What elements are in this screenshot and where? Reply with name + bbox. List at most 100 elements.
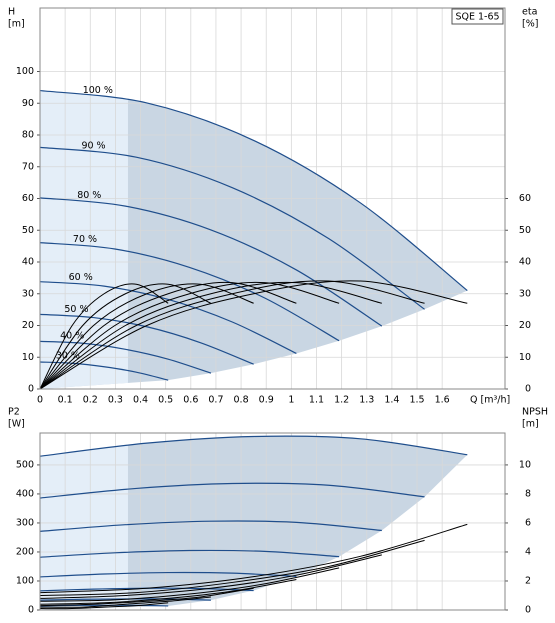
- x-tick-label: 1: [288, 395, 294, 406]
- curve-label: 30 %: [56, 351, 80, 362]
- curve-label: 90 %: [81, 140, 105, 151]
- y-tick-label: 10: [22, 352, 34, 363]
- x-tick-label: 0.5: [158, 395, 173, 406]
- y2-tick-label: 4: [525, 546, 531, 557]
- y2-tick-label: 60: [519, 193, 531, 204]
- curve: [39, 571, 297, 578]
- y-tick-label: 60: [22, 193, 34, 204]
- y-tick-label: 0: [28, 605, 34, 616]
- y-tick-label: 20: [22, 320, 34, 331]
- curve-label: 70 %: [73, 234, 97, 245]
- secondary-curve: [39, 523, 468, 594]
- y2-axis-label: eta: [522, 7, 537, 18]
- y2-tick-label: 0: [525, 384, 531, 395]
- curve: [39, 242, 340, 342]
- y-tick-label: 40: [22, 257, 34, 268]
- secondary-curve: [39, 587, 254, 607]
- y2-tick-label: 40: [519, 257, 531, 268]
- y2-axis-label: [%]: [522, 19, 538, 30]
- x-axis-label: Q [m³/h]: [470, 395, 510, 406]
- y-axis-label: [W]: [8, 419, 25, 430]
- chart-title: SQE 1-65: [455, 12, 499, 23]
- y-tick-label: 400: [16, 488, 34, 499]
- y2-axis-label: [m]: [522, 419, 539, 430]
- y2-tick-label: 0: [525, 605, 531, 616]
- y2-axis-label: NPSH: [522, 407, 548, 418]
- x-tick-label: 0.2: [83, 395, 98, 406]
- curve-label: 60 %: [69, 272, 93, 283]
- curve: [39, 89, 468, 292]
- secondary-curve: [39, 554, 382, 599]
- curve-label: 50 %: [64, 304, 88, 315]
- plot: [39, 8, 505, 390]
- x-tick-label: 0.4: [133, 395, 148, 406]
- y-axis-label: P2: [8, 407, 20, 418]
- operating-region: [40, 90, 468, 390]
- x-tick-label: 0.9: [259, 395, 274, 406]
- curve: [39, 549, 340, 558]
- y-tick-label: 100: [16, 66, 34, 77]
- curve: [39, 197, 383, 327]
- x-tick-label: 0.3: [108, 395, 123, 406]
- title-box: [451, 8, 504, 25]
- y-tick-label: 200: [16, 546, 34, 557]
- secondary-curve: [39, 596, 211, 608]
- x-tick-label: 0.8: [234, 395, 249, 406]
- x-tick-label: 1.1: [309, 395, 324, 406]
- secondary-curve: [39, 280, 468, 390]
- plot-frame: [39, 432, 506, 611]
- secondary-curve: [39, 283, 254, 390]
- x-tick-label: 0: [37, 395, 43, 406]
- secondary-curve: [39, 567, 340, 602]
- secondary-curve: [39, 539, 425, 596]
- plot-frame: [39, 7, 506, 390]
- curve-label: 100 %: [83, 85, 113, 96]
- x-tick-label: 1.6: [435, 395, 450, 406]
- x-tick-label: 1.5: [409, 395, 424, 406]
- y2-tick-label: 10: [519, 352, 531, 363]
- curve-label: 80 %: [77, 190, 101, 201]
- curve: [39, 361, 169, 381]
- y-tick-label: 80: [22, 130, 34, 141]
- curve: [39, 340, 212, 374]
- curve: [39, 281, 297, 354]
- secondary-curve: [39, 281, 382, 390]
- plot: [39, 433, 505, 611]
- secondary-curve: [39, 602, 169, 610]
- y-axis-label: [m]: [8, 19, 25, 30]
- y-tick-label: 70: [22, 161, 34, 172]
- x-tick-label: 0.6: [183, 395, 198, 406]
- curve: [39, 482, 425, 499]
- y-tick-label: 30: [22, 288, 34, 299]
- y-tick-label: 0: [28, 384, 34, 395]
- curve-label: 40 %: [60, 330, 84, 341]
- secondary-curve: [39, 283, 212, 390]
- x-tick-label: 0.7: [208, 395, 223, 406]
- x-tick-label: 1.3: [359, 395, 374, 406]
- y2-tick-label: 20: [519, 320, 531, 331]
- y2-tick-label: 10: [519, 459, 531, 470]
- y2-tick-label: 6: [525, 517, 531, 528]
- y-tick-label: 500: [16, 459, 34, 470]
- y2-tick-label: 30: [519, 288, 531, 299]
- y-tick-label: 90: [22, 98, 34, 109]
- curve: [39, 520, 382, 532]
- y-axis-label: H: [8, 7, 15, 18]
- curve: [39, 313, 254, 365]
- y2-tick-label: 2: [525, 575, 531, 586]
- y-tick-label: 50: [22, 225, 34, 236]
- y-tick-label: 300: [16, 517, 34, 528]
- secondary-curve: [39, 579, 297, 605]
- highlight-band: [40, 436, 128, 610]
- curve: [39, 146, 425, 310]
- secondary-curve: [39, 283, 169, 390]
- secondary-curve: [39, 281, 297, 390]
- y2-tick-label: 50: [519, 225, 531, 236]
- secondary-curve: [39, 281, 340, 390]
- x-tick-label: 1.2: [334, 395, 349, 406]
- y2-tick-label: 8: [525, 488, 531, 499]
- x-tick-label: 1.4: [384, 395, 399, 406]
- x-tick-label: 0.1: [58, 395, 73, 406]
- y-tick-label: 100: [16, 575, 34, 586]
